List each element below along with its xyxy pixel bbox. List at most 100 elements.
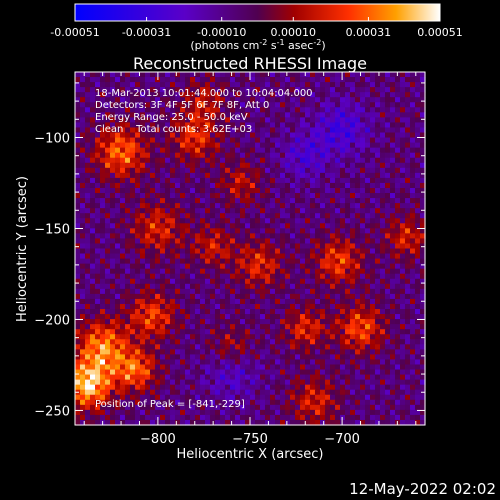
heatmap-cell xyxy=(300,243,306,250)
heatmap-cell xyxy=(130,298,136,305)
heatmap-cell xyxy=(410,389,416,396)
heatmap-cell xyxy=(395,137,401,144)
heatmap-cell xyxy=(110,253,116,260)
heatmap-cell xyxy=(180,122,186,129)
heatmap-cell xyxy=(185,248,191,255)
heatmap-cell xyxy=(155,112,161,118)
heatmap-cell xyxy=(385,374,391,381)
heatmap-cell xyxy=(165,334,171,340)
heatmap-cell xyxy=(395,97,401,103)
heatmap-cell xyxy=(390,77,396,83)
heatmap-cell xyxy=(370,137,376,144)
heatmap-cell xyxy=(180,324,186,330)
heatmap-cell xyxy=(260,172,266,179)
heatmap-cell xyxy=(285,213,291,219)
heatmap-cell xyxy=(370,218,376,224)
heatmap-cell xyxy=(85,198,91,204)
heatmap-cell xyxy=(160,87,166,93)
heatmap-cell xyxy=(235,379,241,386)
heatmap-cell xyxy=(390,359,396,366)
heatmap-cell xyxy=(265,258,271,265)
heatmap-cell xyxy=(390,404,396,411)
heatmap-cell xyxy=(285,182,291,189)
heatmap-cell xyxy=(205,268,211,275)
heatmap-cell xyxy=(355,419,361,426)
heatmap-cell xyxy=(380,278,386,285)
heatmap-cell xyxy=(255,112,261,118)
heatmap-cell xyxy=(270,162,276,169)
heatmap-cell xyxy=(380,137,386,144)
heatmap-cell xyxy=(235,107,241,113)
heatmap-cell xyxy=(230,268,236,275)
heatmap-cell xyxy=(120,404,126,411)
heatmap-cell xyxy=(260,273,266,280)
heatmap-cell xyxy=(345,142,351,149)
heatmap-cell xyxy=(195,319,201,325)
heatmap-cell xyxy=(215,379,221,386)
heatmap-cell xyxy=(295,187,301,194)
heatmap-cell xyxy=(285,208,291,214)
heatmap-cell xyxy=(280,142,286,149)
heatmap-cell xyxy=(260,213,266,219)
heatmap-cell xyxy=(375,258,381,265)
heatmap-cell xyxy=(110,303,116,310)
heatmap-cell xyxy=(220,399,226,406)
heatmap-cell xyxy=(415,177,421,184)
heatmap-cell xyxy=(170,339,176,345)
heatmap-cell xyxy=(90,198,96,204)
heatmap-cell xyxy=(265,404,271,411)
heatmap-cell xyxy=(105,147,111,154)
heatmap-cell xyxy=(250,142,256,149)
heatmap-cell xyxy=(360,233,366,240)
heatmap-cell xyxy=(325,324,331,330)
heatmap-cell xyxy=(115,278,121,285)
heatmap-cell xyxy=(150,107,156,113)
heatmap-cell xyxy=(325,213,331,219)
heatmap-cell xyxy=(340,314,346,320)
heatmap-cell xyxy=(220,354,226,361)
heatmap-cell xyxy=(205,203,211,209)
heatmap-cell xyxy=(205,344,211,350)
heatmap-cell xyxy=(255,349,261,355)
heatmap-cell xyxy=(175,72,181,78)
heatmap-cell xyxy=(80,208,86,214)
heatmap-cell xyxy=(360,404,366,411)
heatmap-cell xyxy=(185,314,191,320)
heatmap-cell xyxy=(380,319,386,325)
heatmap-cell xyxy=(355,92,361,98)
heatmap-cell xyxy=(175,253,181,260)
heatmap-cell xyxy=(215,182,221,189)
heatmap-cell xyxy=(215,122,221,129)
heatmap-cell xyxy=(90,167,96,174)
heatmap-cell xyxy=(400,258,406,265)
heatmap-cell xyxy=(115,177,121,184)
heatmap-cell xyxy=(225,319,231,325)
heatmap-cell xyxy=(85,102,91,108)
heatmap-cell xyxy=(260,198,266,204)
heatmap-cell xyxy=(295,409,301,416)
heatmap-cell xyxy=(310,374,316,381)
heatmap-cell xyxy=(175,218,181,224)
heatmap-cell xyxy=(75,228,81,234)
heatmap-cell xyxy=(190,72,196,78)
heatmap-cell xyxy=(110,414,116,421)
heatmap-cell xyxy=(185,268,191,275)
heatmap-cell xyxy=(150,364,156,371)
heatmap-cell xyxy=(110,298,116,305)
heatmap-cell xyxy=(115,374,121,381)
heatmap-cell xyxy=(385,157,391,164)
heatmap-cell xyxy=(275,152,281,159)
heatmap-cell xyxy=(415,233,421,240)
heatmap-cell xyxy=(125,127,131,134)
heatmap-cell xyxy=(90,303,96,310)
heatmap-cell xyxy=(385,389,391,396)
heatmap-cell xyxy=(315,177,321,184)
heatmap-cell xyxy=(230,228,236,234)
heatmap-cell xyxy=(350,198,356,204)
heatmap-cell xyxy=(115,162,121,169)
heatmap-cell xyxy=(240,243,246,250)
heatmap-cell xyxy=(300,182,306,189)
heatmap-cell xyxy=(210,97,216,103)
heatmap-cell xyxy=(235,213,241,219)
heatmap-cell xyxy=(230,258,236,265)
